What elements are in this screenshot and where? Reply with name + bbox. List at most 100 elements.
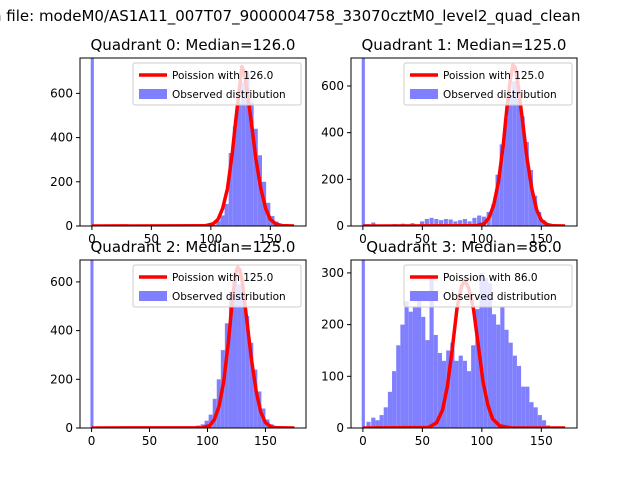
y-tick-label: 100 <box>321 369 344 383</box>
histogram-bar <box>475 309 480 428</box>
legend: Poission with 125.0 Observed distribution <box>132 264 302 308</box>
legend-observed-label: Observed distribution <box>443 291 557 303</box>
legend-poisson-label: Poission with 125.0 <box>172 272 273 284</box>
quadrant-title: Quadrant 0: Median=126.0 <box>91 36 296 54</box>
x-tick-label: 150 <box>254 434 277 448</box>
histogram-bar <box>541 420 547 428</box>
y-tick-label: 400 <box>50 324 73 338</box>
histogram-bar <box>532 195 538 226</box>
histogram-bar <box>537 415 542 428</box>
histogram-bar <box>487 283 492 428</box>
legend-observed-swatch <box>139 89 167 99</box>
histogram-bar <box>483 278 488 428</box>
axes-frame <box>350 57 578 227</box>
legend-poisson-label: Poission with 126.0 <box>172 70 273 82</box>
histogram-bar <box>499 144 504 226</box>
histogram-bar <box>443 219 448 226</box>
histogram-bar <box>520 116 525 226</box>
histogram-bar <box>412 306 418 428</box>
histogram-bar <box>479 272 484 428</box>
y-tick-label: 600 <box>50 86 73 100</box>
figure-title: n file: modeM0/AS1A11_007T07_9000004758_… <box>0 5 640 33</box>
histogram-bar <box>491 203 496 226</box>
y-tick-label: 300 <box>321 266 344 280</box>
y-tick-label: 400 <box>50 131 73 145</box>
histogram-bar <box>450 342 455 428</box>
histogram-bar <box>477 215 482 226</box>
histogram-bar <box>375 420 380 428</box>
legend-observed-swatch <box>410 291 438 301</box>
histogram-bar <box>228 153 233 226</box>
histogram-bar <box>429 278 434 428</box>
histogram-bar <box>434 219 439 226</box>
y-tick-label: 600 <box>50 275 73 289</box>
histogram-bar <box>361 58 365 226</box>
y-tick-label: 200 <box>321 318 344 332</box>
histogram-bar <box>516 365 522 428</box>
histogram-bar <box>396 345 401 428</box>
axes-frame <box>350 259 578 429</box>
histogram-bar <box>228 291 233 428</box>
quadrant-0-plot: 0 50 100 150 0 200 400 600 Quadrant 0: Median=12… <box>50 36 307 246</box>
histogram-bar <box>462 219 467 226</box>
y-tick-label: 600 <box>321 79 344 93</box>
legend: Poission with 125.0 Observed distribution <box>403 62 573 106</box>
histogram-bar <box>508 95 513 226</box>
y-tick-label: 0 <box>336 421 344 435</box>
axes-frame <box>79 57 307 227</box>
histogram-bar <box>371 417 376 428</box>
histogram-bar <box>249 102 254 226</box>
quadrant-title: Quadrant 3: Median=86.0 <box>366 238 561 256</box>
x-tick-label: 0 <box>88 434 96 448</box>
histogram-bar <box>232 126 238 226</box>
legend-observed-label: Observed distribution <box>172 291 286 303</box>
y-tick-label: 400 <box>321 126 344 140</box>
histogram-bar <box>439 220 444 226</box>
histogram-bar <box>437 353 442 428</box>
x-tick-label: 100 <box>470 434 493 448</box>
histogram-bar <box>224 203 229 226</box>
x-tick-label: 0 <box>359 232 367 246</box>
histogram-bar <box>458 220 463 226</box>
histogram-bar <box>458 355 463 428</box>
legend-box <box>403 62 573 106</box>
histogram-bar <box>533 407 538 428</box>
histogram-bar <box>462 360 467 428</box>
x-tick-label: 100 <box>199 232 222 246</box>
histogram-bar <box>387 391 393 428</box>
histogram-bar <box>237 102 242 226</box>
legend-box <box>403 264 573 308</box>
histogram-bar <box>425 340 430 428</box>
quadrant-title: Quadrant 2: Median=125.0 <box>91 238 296 256</box>
legend-observed-swatch <box>410 89 438 99</box>
x-tick-label: 100 <box>470 232 493 246</box>
histogram-bar <box>400 324 405 428</box>
histogram-bar <box>454 360 459 428</box>
figure-title-text: n file: modeM0/AS1A11_007T07_9000004758_… <box>0 7 581 25</box>
histogram-bar <box>90 58 94 226</box>
histogram-bar <box>528 170 533 226</box>
histogram-bar <box>491 314 497 428</box>
x-tick-label: 150 <box>530 232 553 246</box>
histogram-bar <box>220 215 225 226</box>
histogram-bar <box>224 323 229 428</box>
histogram-bar <box>466 371 472 428</box>
histogram-bar <box>419 221 425 226</box>
histogram-bar <box>366 421 371 428</box>
legend-box <box>132 62 302 106</box>
x-tick-label: 150 <box>530 434 553 448</box>
histogram-bar <box>512 355 517 428</box>
y-tick-label: 0 <box>65 219 73 233</box>
histogram-bar <box>404 301 409 428</box>
histogram-bar <box>424 219 429 226</box>
histogram-bar <box>245 71 250 226</box>
histogram-bar <box>212 224 217 226</box>
histogram-bar <box>429 217 434 226</box>
histogram-bar <box>417 298 422 428</box>
quadrant-3-plot: 0 50 100 150 0 100 200 300 Quadrant 3: Median=86… <box>321 238 578 448</box>
y-tick-label: 200 <box>50 175 73 189</box>
histogram-bar <box>512 81 517 226</box>
y-tick-label: 200 <box>50 372 73 386</box>
quadrant-title: Quadrant 1: Median=125.0 <box>362 36 567 54</box>
